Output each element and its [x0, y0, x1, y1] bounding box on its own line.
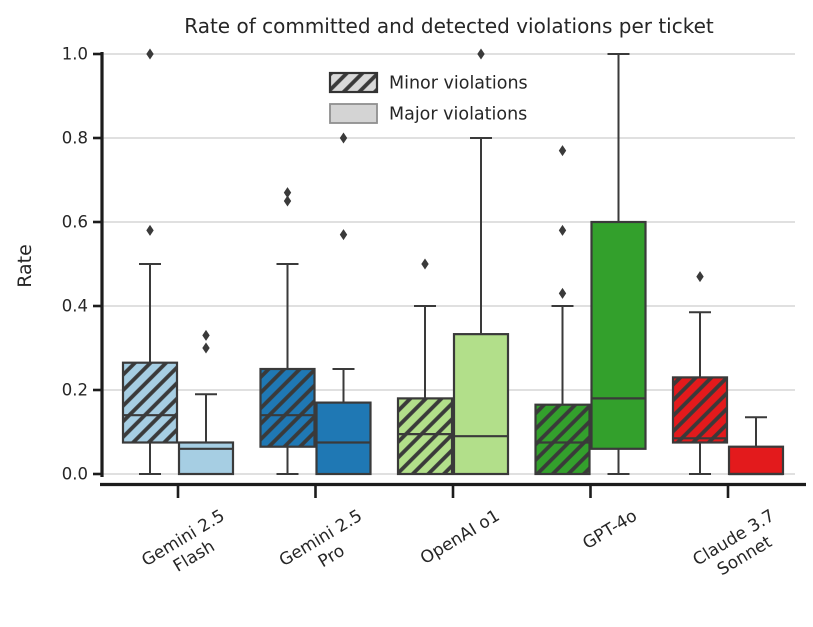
y-tick-label: 0.6	[62, 213, 88, 232]
box-edge	[590, 220, 647, 450]
box-hatch	[260, 369, 315, 447]
boxgroup-claude-3-7-sonnet	[671, 271, 785, 476]
box-edge	[396, 397, 454, 476]
box-edge	[534, 403, 591, 476]
box-openai-o1-major	[452, 48, 510, 476]
box-gpt-4o-minor	[534, 145, 591, 476]
outlier-diamond	[283, 187, 292, 199]
y-tick-label: 1.0	[62, 45, 88, 64]
box-series	[121, 48, 785, 476]
boxgroup-gemini-2-5-pro	[259, 132, 372, 476]
box-claude-3-7-sonnet-major	[727, 416, 785, 476]
y-tick-label: 0.2	[62, 381, 88, 400]
y-tick-label: 0.0	[62, 465, 88, 484]
box-hatch	[673, 377, 727, 443]
outlier-diamond	[339, 229, 348, 241]
box-fill	[591, 222, 646, 449]
boxgroup-gemini-2-5-flash	[121, 48, 235, 476]
box-openai-o1-minor	[396, 258, 454, 476]
legend-label-major: Major violations	[389, 105, 527, 125]
y-tick-label: 0.8	[62, 129, 88, 148]
box-gemini-2-5-flash-minor	[121, 48, 179, 475]
box-fill	[316, 402, 371, 474]
box-edge	[259, 367, 316, 448]
box-fill	[179, 442, 233, 474]
outlier-diamond	[146, 224, 154, 236]
outlier-diamond	[558, 224, 567, 236]
y-tick-label: 0.4	[62, 297, 88, 316]
box-gemini-2-5-pro-minor	[259, 187, 316, 475]
outlier-diamond	[421, 258, 429, 270]
box-gemini-2-5-pro-major	[315, 132, 372, 476]
legend-label-minor: Minor violations	[389, 74, 528, 94]
box-hatch	[123, 362, 177, 443]
legend-swatch-minor-hatch	[330, 73, 377, 92]
box-edge	[315, 401, 372, 476]
outlier-diamond	[283, 195, 292, 207]
outlier-diamond	[558, 287, 567, 299]
box-gemini-2-5-flash-major	[177, 329, 235, 476]
box-fill	[454, 334, 508, 474]
outlier-diamond	[696, 271, 704, 283]
legend-swatch-major	[329, 103, 378, 124]
chart-title: Rate of committed and detected violation…	[184, 14, 714, 38]
box-fill	[729, 446, 783, 474]
box-claude-3-7-sonnet-minor	[671, 271, 729, 475]
outlier-diamond	[339, 132, 348, 144]
boxgroup-openai-o1	[396, 48, 510, 476]
box-edge	[121, 361, 179, 444]
box-hatch	[398, 398, 452, 474]
legend	[328, 71, 379, 124]
legend-swatch-minor-edge	[328, 71, 379, 94]
boxgroup-gpt-4o	[534, 53, 647, 476]
box-edge	[671, 376, 729, 444]
outlier-diamond	[146, 48, 154, 60]
outlier-diamond	[477, 48, 485, 60]
box-hatch	[535, 404, 590, 474]
box-gpt-4o-major	[590, 53, 647, 475]
outlier-diamond	[202, 342, 210, 354]
axes: 0.0 0.2 0.4 0.6 0.8 1.0	[62, 45, 806, 498]
outlier-diamond	[202, 329, 210, 341]
box-edge	[177, 441, 235, 476]
outlier-diamond	[558, 145, 567, 157]
box-edge	[452, 333, 510, 476]
